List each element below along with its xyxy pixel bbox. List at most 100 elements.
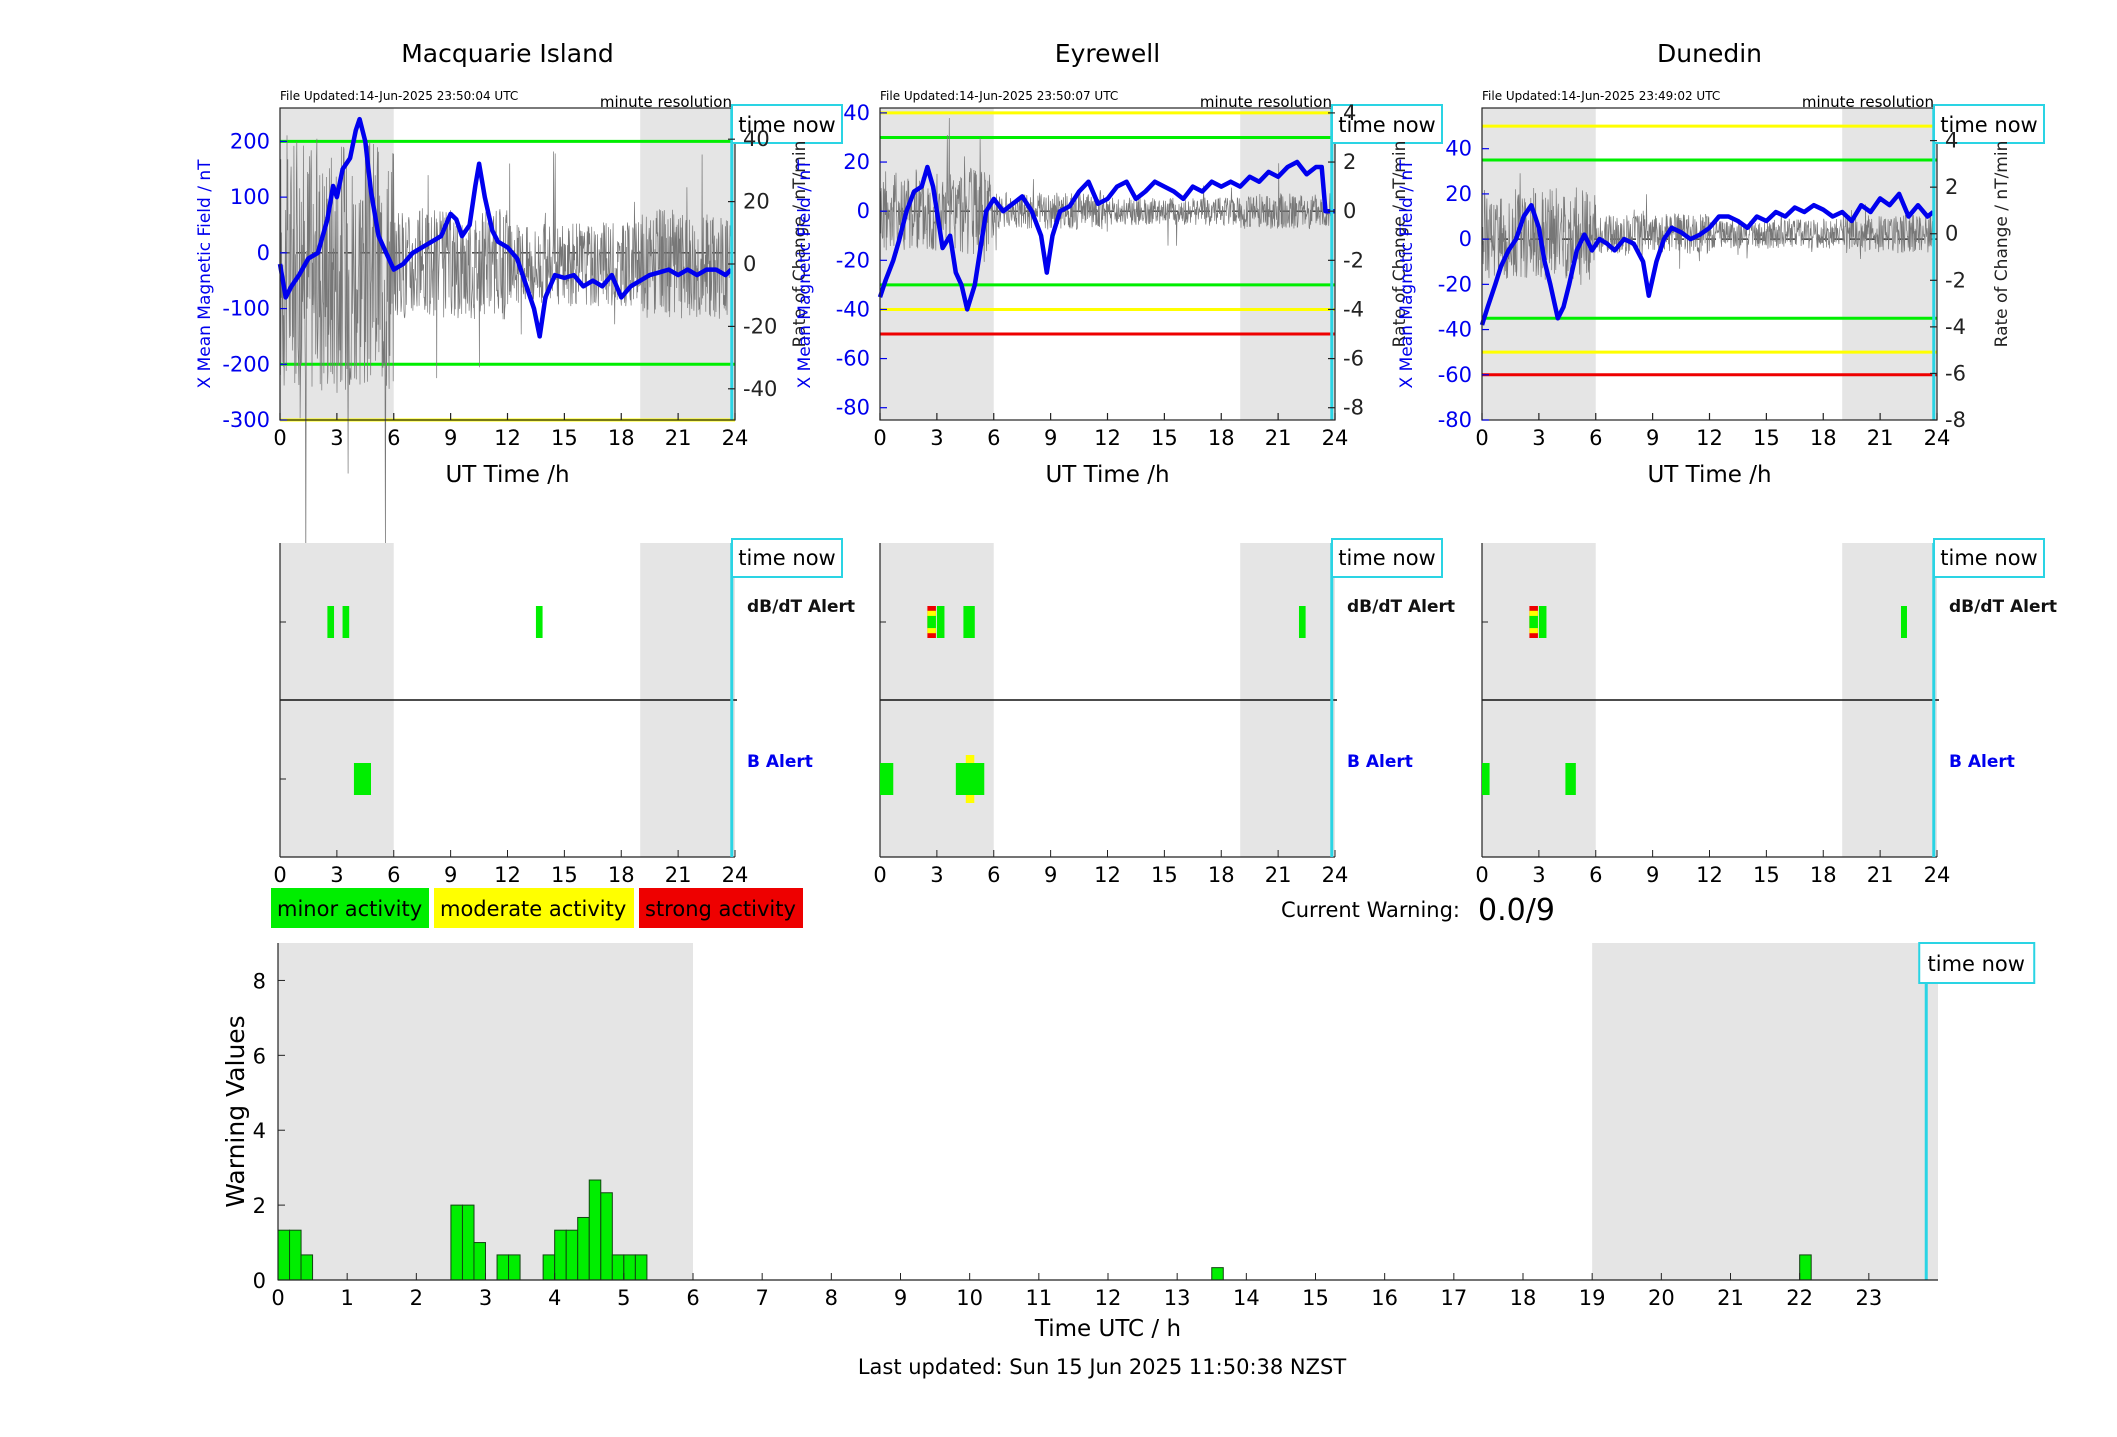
x-tick-label: 0: [873, 863, 886, 887]
y2-tick-label: -4: [1343, 297, 1364, 321]
y-tick-label: 40: [1445, 137, 1472, 161]
x-tick-label: 12: [494, 863, 521, 887]
time-now-label: time now: [738, 113, 835, 137]
x-tick-label: 6: [1589, 426, 1602, 450]
warning-bar: [1211, 1267, 1224, 1281]
x-tick-label: 15: [1753, 426, 1780, 450]
x-tick-label: 4: [548, 1286, 561, 1310]
current-warning-value: 0.0/9: [1478, 893, 1555, 928]
x-tick-label: 15: [1302, 1286, 1329, 1310]
warning-bar: [542, 1254, 556, 1281]
x-tick-label: 0: [273, 863, 286, 887]
x-tick-label: 12: [1696, 863, 1723, 887]
y-tick-label: 0: [253, 1269, 266, 1293]
station-panels: Macquarie Island File Updated:14-Jun-2025…: [195, 39, 2057, 887]
x-tick-label: 18: [1810, 426, 1837, 450]
alert-panel: time now dB/dT Alert B Alert 0 3 6 9 12 15 18 21 24: [873, 538, 1455, 887]
x-tick-label: 22: [1786, 1286, 1813, 1310]
b-alert-label: B Alert: [1347, 752, 1413, 772]
warning-bar: [588, 1179, 602, 1281]
dbdt-alert-mark: [927, 615, 936, 629]
warning-bar: [300, 1254, 314, 1281]
x-tick-label: 13: [1164, 1286, 1191, 1310]
warning-bar: [577, 1216, 590, 1281]
x-tick-label: 24: [1924, 863, 1951, 887]
x-tick-label: 6: [987, 426, 1000, 450]
dbdt-alert-mark: [342, 606, 350, 638]
station-title: Macquarie Island: [401, 39, 614, 68]
y2-tick-label: -20: [743, 314, 777, 338]
x-tick-label: 10: [956, 1286, 983, 1310]
y2-tick-label: 0: [1343, 199, 1356, 223]
current-warning-label: Current Warning:: [1281, 898, 1460, 922]
y2-tick-label: 0: [743, 252, 756, 276]
legend-swatch-green: [271, 888, 429, 928]
x-tick-label: 6: [387, 426, 400, 450]
warning-bar: [1799, 1254, 1812, 1281]
time-now-box: [1331, 104, 1443, 144]
time-now-label: time now: [1940, 546, 2037, 570]
dbdt-alert-mark: [963, 606, 975, 638]
activity-legend: minor activity moderate activity strong ac…: [271, 888, 803, 928]
x-axis-label: UT Time /h: [1045, 462, 1169, 488]
x-tick-label: 17: [1440, 1286, 1467, 1310]
b-alert-mark: [955, 763, 985, 795]
y2-tick-label: 4: [1343, 101, 1356, 125]
y-axis-label-right: Rate of Change / nT/min: [1992, 141, 2012, 348]
resolution-label: minute resolution: [1200, 93, 1332, 111]
y-tick-label: -200: [222, 352, 270, 376]
x-tick-label: 15: [1151, 426, 1178, 450]
alert-panel: time now dB/dT Alert B Alert 0 3 6 9 12 15 18 21 24: [273, 538, 855, 887]
x-tick-label: 0: [1475, 863, 1488, 887]
station-title: Dunedin: [1657, 39, 1762, 68]
y2-tick-label: -4: [1945, 315, 1966, 339]
alert-panel: time now dB/dT Alert B Alert 0 3 6 9 12 15 18 21 24: [1475, 538, 2057, 887]
x-tick-label: 6: [987, 863, 1000, 887]
warning-bar: [289, 1229, 302, 1281]
x-axis-label: Time UTC / h: [1034, 1316, 1181, 1342]
rate-of-change-trace: [279, 135, 732, 573]
night-band: [1842, 108, 1937, 420]
time-now-box: [1933, 104, 2045, 144]
x-tick-label: 0: [1475, 426, 1488, 450]
x-tick-label: 9: [1044, 426, 1057, 450]
x-tick-label: 15: [551, 426, 578, 450]
rate-of-change-trace: [1481, 173, 1934, 285]
y-tick-label: -80: [1438, 408, 1472, 432]
x-tick-label: 3: [930, 426, 943, 450]
dbdt-alert-mark: [936, 606, 945, 638]
time-now-box: [1933, 538, 2045, 578]
x-tick-label: 7: [755, 1286, 768, 1310]
y-tick-label: 40: [843, 101, 870, 125]
dbdt-alert-label: dB/dT Alert: [1347, 597, 1455, 617]
night-band: [1592, 943, 1938, 1280]
warning-bar: [565, 1229, 579, 1281]
station-panel: Eyrewell File Updated:14-Jun-2025 23:50:0…: [795, 39, 1455, 887]
warning-bar: [461, 1204, 475, 1281]
y-tick-label: 200: [230, 129, 270, 153]
x-tick-label: 21: [1265, 426, 1292, 450]
y-axis-label-left: X Mean Magnetic Field / nT: [1397, 159, 1417, 389]
x-tick-label: 12: [1095, 1286, 1122, 1310]
y2-tick-label: -6: [1343, 347, 1364, 371]
x-tick-label: 1: [340, 1286, 353, 1310]
warning-bar: [634, 1254, 648, 1281]
x-tick-label: 21: [1265, 863, 1292, 887]
x-tick-label: 18: [1208, 426, 1235, 450]
x-tick-label: 9: [1646, 426, 1659, 450]
x-tick-label: 0: [273, 426, 286, 450]
x-tick-label: 9: [444, 863, 457, 887]
time-now-box: [731, 538, 843, 578]
x-tick-label: 20: [1648, 1286, 1675, 1310]
y2-tick-label: 4: [1945, 129, 1958, 153]
y-tick-label: 20: [843, 150, 870, 174]
dbdt-alert-mark: [1538, 606, 1547, 638]
y-tick-label: -300: [222, 408, 270, 432]
x-tick-label: 23: [1855, 1286, 1882, 1310]
warning-bar: [623, 1254, 636, 1281]
x-tick-label: 15: [1151, 863, 1178, 887]
x-tick-label: 9: [1646, 863, 1659, 887]
x-tick-label: 21: [665, 426, 692, 450]
x-tick-label: 24: [1322, 863, 1349, 887]
